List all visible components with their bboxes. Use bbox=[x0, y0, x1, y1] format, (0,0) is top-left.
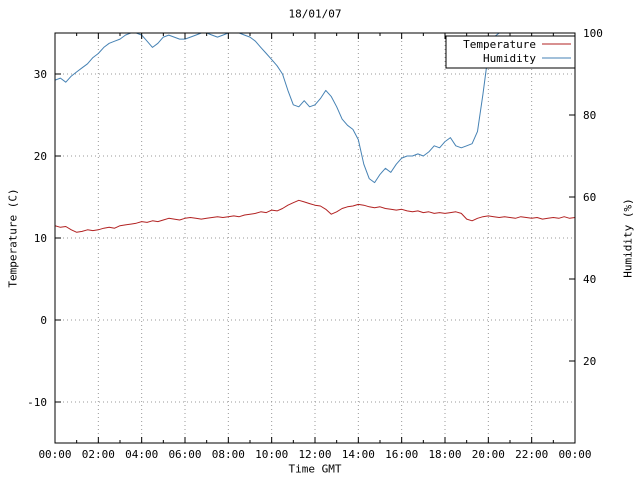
tick-labels: 00:00 02:00 04:00 06:00 08:00 10:00 12:00 14:00… bbox=[27, 27, 603, 461]
legend-label: Humidity bbox=[483, 52, 536, 65]
x-tick-label: 00:00 bbox=[558, 448, 591, 461]
grid bbox=[55, 33, 575, 443]
y-right-tick-label: 60 bbox=[583, 191, 596, 204]
tick-marks bbox=[54, 32, 576, 443]
y-left-tick-label: 0 bbox=[40, 314, 47, 327]
chart-title: 18/01/07 bbox=[288, 7, 342, 21]
y-left-tick-label: 20 bbox=[34, 150, 47, 163]
x-tick-label: 06:00 bbox=[168, 448, 201, 461]
temperature-line bbox=[55, 199, 575, 233]
x-tick-label: 04:00 bbox=[125, 448, 158, 461]
x-tick-label: 20:00 bbox=[472, 448, 505, 461]
y-left-tick-label: 30 bbox=[34, 68, 47, 81]
x-tick-label: 12:00 bbox=[298, 448, 331, 461]
x-tick-label: 22:00 bbox=[515, 448, 548, 461]
x-tick-label: 00:00 bbox=[38, 448, 71, 461]
y-right-tick-label: 100 bbox=[583, 27, 603, 40]
x-tick-label: 14:00 bbox=[342, 448, 375, 461]
x-axis-label: Time GMT bbox=[288, 462, 342, 476]
y-right-tick-label: 40 bbox=[583, 273, 596, 286]
y-left-tick-label: -10 bbox=[27, 396, 47, 409]
legend-box bbox=[445, 35, 576, 69]
x-tick-label: 02:00 bbox=[82, 448, 115, 461]
x-tick-label: 08:00 bbox=[212, 448, 245, 461]
x-tick-label: 16:00 bbox=[385, 448, 418, 461]
y-left-tick-label: 10 bbox=[34, 232, 47, 245]
x-tick-label: 10:00 bbox=[255, 448, 288, 461]
legend-label: Temperature bbox=[463, 38, 536, 51]
x-tick-label: 18:00 bbox=[428, 448, 461, 461]
y-right-tick-label: 80 bbox=[583, 109, 596, 122]
y-right-tick-label: 20 bbox=[583, 355, 596, 368]
